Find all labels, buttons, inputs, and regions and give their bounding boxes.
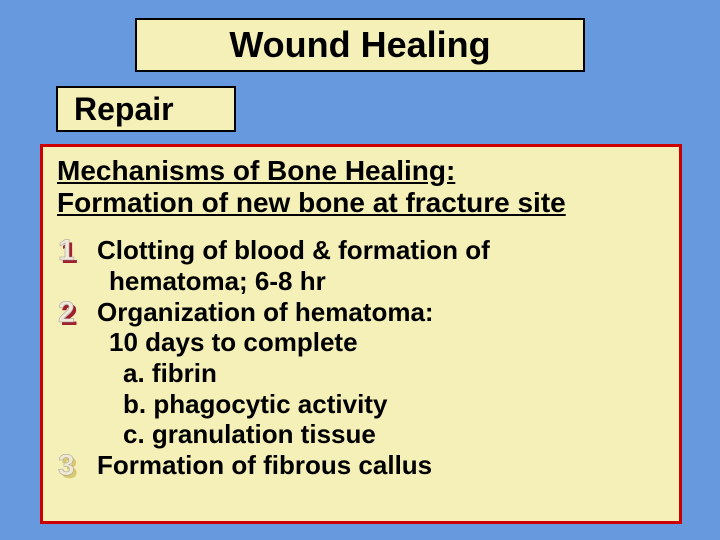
step-1-line2: hematoma; 6-8 hr <box>57 266 665 297</box>
step-2-b: b. phagocytic activity <box>57 389 665 420</box>
mechanisms-heading: Mechanisms of Bone Healing: Formation of… <box>57 155 665 219</box>
step-2-c: c. granulation tissue <box>57 419 665 450</box>
step-2-number-icon: 2 2 <box>57 297 97 327</box>
step-2-a: a. fibrin <box>57 358 665 389</box>
subtitle-box: Repair <box>56 86 236 132</box>
step-1-number-icon: 1 1 <box>57 235 97 265</box>
step-3-number-icon: 3 3 <box>57 450 97 480</box>
step-2-text: Organization of hematoma: <box>97 297 434 328</box>
slide-title: Wound Healing <box>229 24 490 66</box>
step-2-row: 2 2 Organization of hematoma: <box>57 297 665 328</box>
step-2-line2: 10 days to complete <box>57 327 665 358</box>
content-box: Mechanisms of Bone Healing: Formation of… <box>40 144 682 524</box>
slide-subtitle: Repair <box>74 91 174 128</box>
title-box: Wound Healing <box>135 18 585 72</box>
step-1-text: Clotting of blood & formation of <box>97 235 490 266</box>
heading-line-1: Mechanisms of Bone Healing: <box>57 155 455 186</box>
step-3-text: Formation of fibrous callus <box>97 450 432 481</box>
heading-line-2: Formation of new bone at fracture site <box>57 187 566 218</box>
step-3-row: 3 3 Formation of fibrous callus <box>57 450 665 481</box>
step-1-row: 1 1 Clotting of blood & formation of <box>57 235 665 266</box>
